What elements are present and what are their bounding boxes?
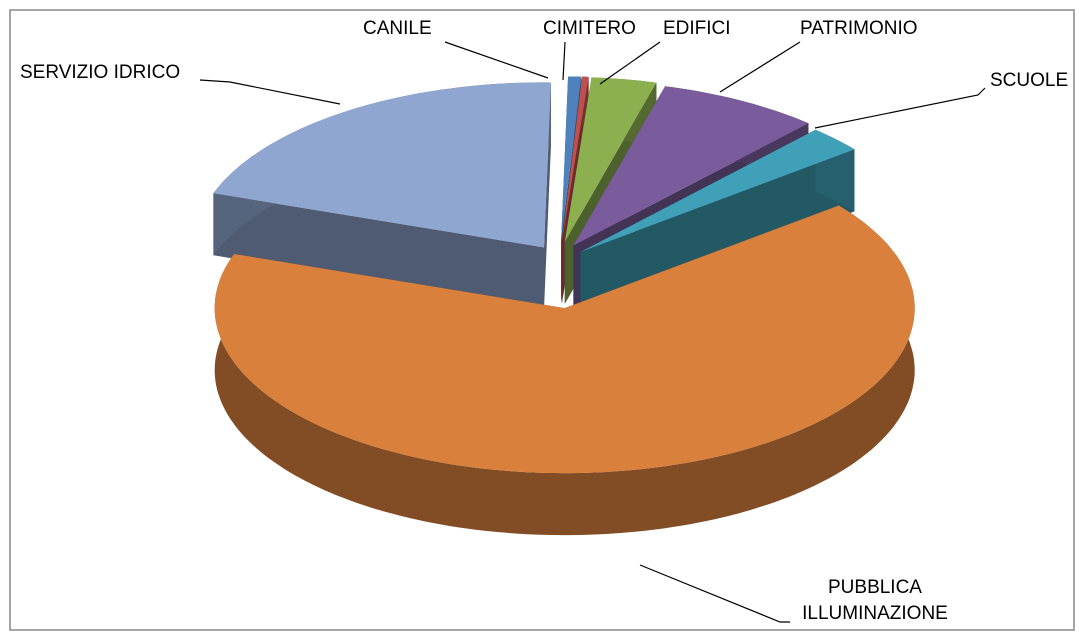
slice	[561, 76, 589, 242]
slice-label: PATRIMONIO	[800, 18, 918, 39]
slice-label: CIMITERO	[543, 18, 636, 39]
slice	[561, 76, 582, 242]
slice	[213, 82, 551, 248]
slice-wall	[580, 149, 855, 314]
slices	[213, 76, 915, 536]
slice-label: EDIFICI	[663, 18, 731, 39]
slice-label: SCUOLE	[990, 70, 1069, 91]
slice-label: CANILE	[363, 18, 432, 39]
leader-line	[199, 79, 341, 105]
leader-lines	[199, 41, 986, 623]
leader-line	[639, 564, 790, 623]
slice	[573, 86, 809, 246]
slice-label: SERVIZIO IDRICO	[20, 62, 181, 83]
leader-line	[719, 41, 801, 93]
leader-line	[814, 87, 986, 129]
slice	[580, 129, 855, 252]
slice-side	[214, 205, 915, 536]
leader-line	[599, 41, 661, 85]
slice	[564, 77, 657, 242]
slice-label: PUBBLICA ILLUMINAZIONE	[802, 577, 948, 624]
slice-wall	[213, 193, 544, 310]
leader-line	[562, 41, 566, 81]
slice	[214, 205, 915, 474]
leader-line	[444, 41, 549, 79]
